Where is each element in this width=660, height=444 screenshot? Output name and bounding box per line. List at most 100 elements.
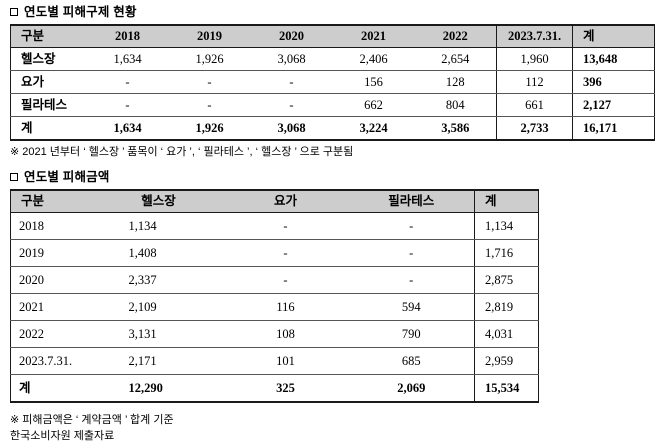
cell-value: - [250, 93, 333, 117]
section-title-text: 연도별 피해금액 [24, 170, 110, 184]
section-title-damage-relief: 연도별 피해구제 현황 [10, 4, 652, 20]
cell-value: 325 [222, 374, 349, 402]
column-header-total: 계 [572, 25, 655, 48]
column-header-2021: 2021 [332, 25, 415, 48]
cell-value: - [222, 239, 349, 267]
cell-value: - [222, 266, 349, 294]
cell-value: 662 [332, 93, 415, 117]
cell-total: 16,171 [572, 116, 655, 140]
cell-value: 3,068 [250, 116, 333, 140]
table-row: 2023.7.31. 2,171 101 685 2,959 [10, 347, 539, 375]
cell-value: 1,926 [168, 47, 251, 71]
cell-total: 1,716 [474, 239, 539, 267]
table-row-total: 계 1,634 1,926 3,068 3,224 3,586 2,733 16… [10, 116, 655, 140]
table-row: 2019 1,408 - - 1,716 [10, 239, 539, 267]
table-damage-amount: 구분 헬스장 요가 필라테스 계 2018 1,134 - - 1,134 20… [10, 189, 539, 403]
cell-value: 2,337 [94, 266, 223, 294]
cell-value: - [348, 212, 475, 240]
cell-value: 128 [414, 70, 497, 94]
cell-total: 2,127 [572, 93, 655, 117]
cell-value: 3,586 [414, 116, 497, 140]
cell-value: 594 [348, 293, 475, 321]
source-note: 한국소비자원 제출자료 [10, 430, 115, 442]
row-label: 요가 [10, 70, 87, 94]
row-label: 2022 [10, 320, 95, 348]
cell-value: - [168, 93, 251, 117]
row-label: 헬스장 [10, 47, 87, 71]
cell-value: - [86, 70, 169, 94]
row-label: 계 [10, 374, 95, 402]
cell-total: 15,534 [474, 374, 539, 402]
column-header-yoga: 요가 [222, 190, 349, 213]
cell-value: - [348, 239, 475, 267]
row-label: 2019 [10, 239, 95, 267]
column-header-2020: 2020 [250, 25, 333, 48]
cell-value: 790 [348, 320, 475, 348]
cell-total: 2,875 [474, 266, 539, 294]
cell-value: 156 [332, 70, 415, 94]
cell-value: - [348, 266, 475, 294]
table-header-row: 구분 2018 2019 2020 2021 2022 2023.7.31. 계 [10, 25, 655, 48]
table-row: 2020 2,337 - - 2,875 [10, 266, 539, 294]
cell-value: 1,926 [168, 116, 251, 140]
table-damage-relief: 구분 2018 2019 2020 2021 2022 2023.7.31. 계… [10, 24, 655, 141]
table-row-total: 계 12,290 325 2,069 15,534 [10, 374, 539, 402]
column-header-2023: 2023.7.31. [496, 25, 573, 48]
row-label: 필라테스 [10, 93, 87, 117]
cell-value: 3,068 [250, 47, 333, 71]
cell-value: 1,634 [86, 116, 169, 140]
cell-value: 804 [414, 93, 497, 117]
cell-value: - [222, 212, 349, 240]
cell-value: 112 [496, 70, 573, 94]
cell-total: 1,134 [474, 212, 539, 240]
table-row: 2021 2,109 116 594 2,819 [10, 293, 539, 321]
cell-value: 3,131 [94, 320, 223, 348]
cell-value: - [168, 70, 251, 94]
section-title-text: 연도별 피해구제 현황 [24, 5, 137, 19]
cell-total: 4,031 [474, 320, 539, 348]
cell-value: 3,224 [332, 116, 415, 140]
column-header-category: 구분 [10, 25, 87, 48]
cell-value: 2,069 [348, 374, 475, 402]
table-row: 요가 - - - 156 128 112 396 [10, 70, 655, 94]
cell-total: 2,959 [474, 347, 539, 375]
table-row: 헬스장 1,634 1,926 3,068 2,406 2,654 1,960 … [10, 47, 655, 71]
cell-value: - [250, 70, 333, 94]
footnote-damage-amount: ※ 피해금액은 ‘ 계약금액 ’ 합계 기준 [10, 414, 174, 426]
row-label: 2020 [10, 266, 95, 294]
cell-value: 1,960 [496, 47, 573, 71]
cell-value: 685 [348, 347, 475, 375]
cell-total: 13,648 [572, 47, 655, 71]
section-title-damage-amount: 연도별 피해금액 [10, 169, 652, 185]
cell-total: 2,819 [474, 293, 539, 321]
cell-total: 396 [572, 70, 655, 94]
cell-value: 2,654 [414, 47, 497, 71]
cell-value: 1,134 [94, 212, 223, 240]
cell-value: 116 [222, 293, 349, 321]
cell-value: 661 [496, 93, 573, 117]
square-outline-icon [10, 8, 18, 16]
column-header-2022: 2022 [414, 25, 497, 48]
row-label: 2023.7.31. [10, 347, 95, 375]
table-header-row: 구분 헬스장 요가 필라테스 계 [10, 190, 539, 213]
cell-value: - [86, 93, 169, 117]
cell-value: 2,733 [496, 116, 573, 140]
footnote-damage-relief: ※ 2021 년부터 ‘ 헬스장 ’ 품목이 ‘ 요가 ’, ‘ 필라테스 ’,… [10, 146, 354, 158]
column-header-pilates: 필라테스 [348, 190, 475, 213]
column-header-2018: 2018 [86, 25, 169, 48]
cell-value: 2,109 [94, 293, 223, 321]
table-row: 2018 1,134 - - 1,134 [10, 212, 539, 240]
cell-value: 2,171 [94, 347, 223, 375]
table-row: 필라테스 - - - 662 804 661 2,127 [10, 93, 655, 117]
row-label: 2021 [10, 293, 95, 321]
square-outline-icon [10, 173, 18, 181]
cell-value: 1,634 [86, 47, 169, 71]
cell-value: 12,290 [94, 374, 223, 402]
column-header-category: 구분 [10, 190, 95, 213]
cell-value: 108 [222, 320, 349, 348]
cell-value: 101 [222, 347, 349, 375]
cell-value: 1,408 [94, 239, 223, 267]
cell-value: 2,406 [332, 47, 415, 71]
row-label: 계 [10, 116, 87, 140]
